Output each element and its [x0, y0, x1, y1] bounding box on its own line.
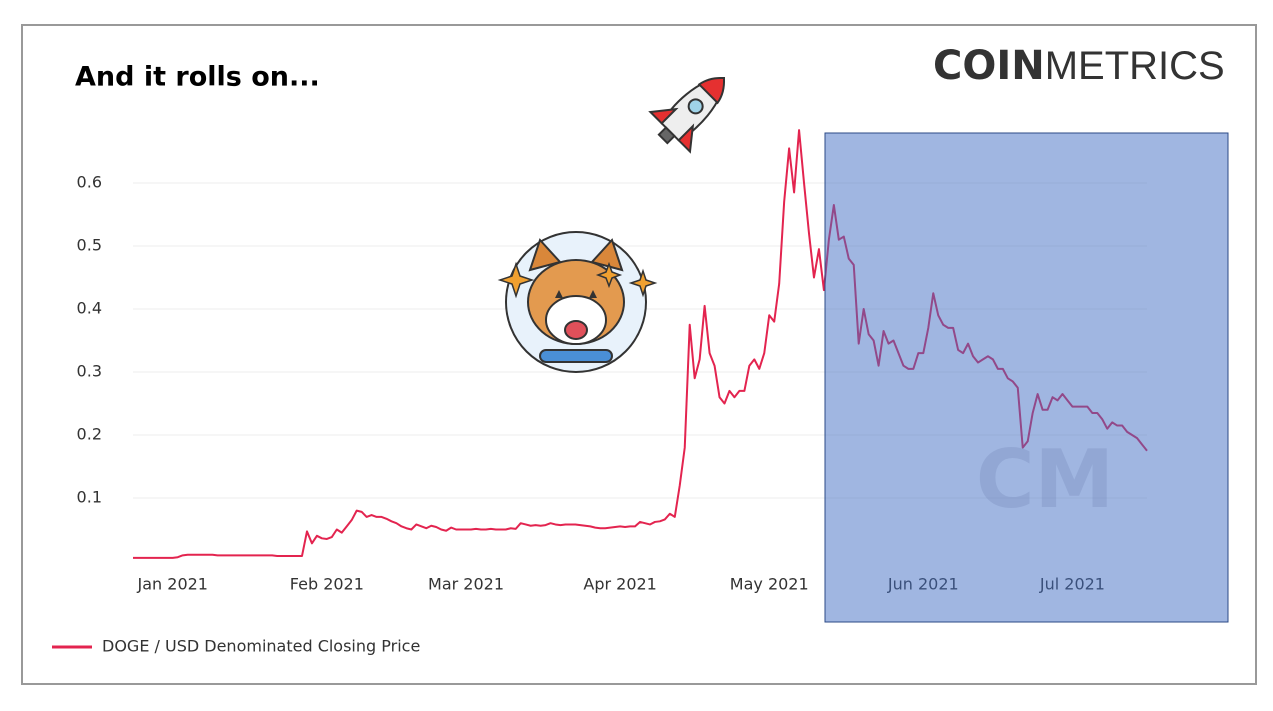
rocket-icon [648, 76, 726, 154]
legend-label: DOGE / USD Denominated Closing Price [102, 637, 420, 656]
logo: COINMETRICS [933, 43, 1225, 89]
logo-light: METRICS [1045, 44, 1225, 88]
highlight-region [824, 132, 1229, 623]
y-tick-label: 0.5 [77, 236, 102, 255]
y-tick-label: 0.4 [77, 299, 102, 318]
y-tick-label: 0.6 [77, 173, 102, 192]
y-tick-label: 0.1 [77, 488, 102, 507]
x-tick-label: Jan 2021 [137, 575, 208, 594]
x-tick-label: May 2021 [730, 575, 809, 594]
y-tick-label: 0.2 [77, 425, 102, 444]
watermark: CM [976, 433, 1114, 526]
logo-bold: COIN [933, 43, 1045, 89]
x-tick-label: Apr 2021 [583, 575, 656, 594]
doge-icon [497, 231, 658, 373]
x-tick-label: Feb 2021 [290, 575, 364, 594]
legend: DOGE / USD Denominated Closing Price [52, 637, 420, 656]
x-tick-label: Mar 2021 [428, 575, 504, 594]
y-tick-label: 0.3 [77, 362, 102, 381]
chart-title: And it rolls on... [75, 62, 320, 93]
